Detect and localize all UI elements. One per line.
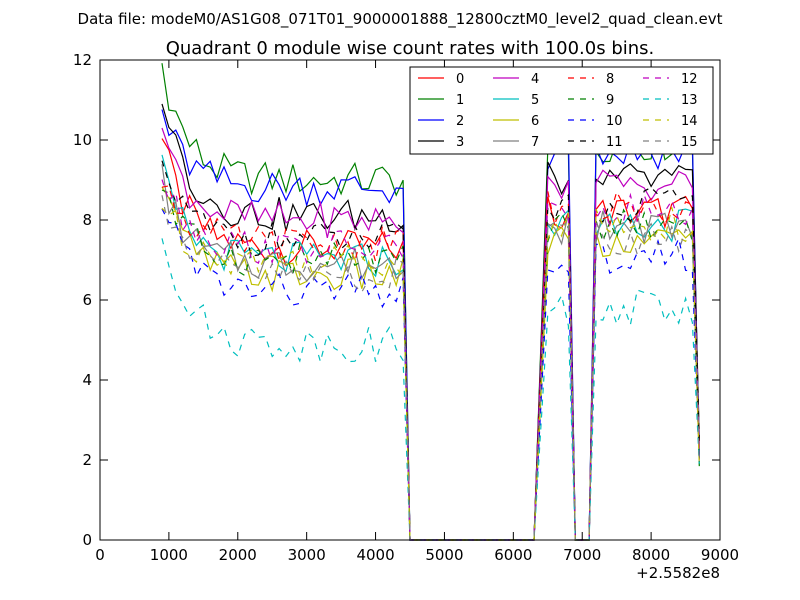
series-line-9: [161, 189, 700, 541]
y-tick-label: 12: [73, 51, 92, 69]
legend-label-14: 14: [681, 114, 698, 129]
chart-title: Quadrant 0 module wise count rates with …: [166, 38, 655, 59]
y-tick-label: 0: [82, 531, 92, 549]
x-offset-label: +2.5582e8: [636, 564, 720, 582]
legend-label-2: 2: [456, 114, 464, 129]
legend-label-11: 11: [606, 135, 623, 150]
figure-suptitle: Data file: modeM0/AS1G08_071T01_90000018…: [78, 10, 723, 29]
legend-label-7: 7: [531, 135, 539, 150]
series-line-2: [161, 109, 700, 541]
x-tick-label: 1000: [150, 546, 188, 564]
x-tick-label: 0: [95, 546, 105, 564]
y-tick-label: 6: [82, 291, 92, 309]
series-line-8: [161, 185, 700, 541]
legend-label-15: 15: [681, 135, 698, 150]
legend-box: [409, 66, 714, 155]
legend-label-1: 1: [456, 93, 464, 108]
legend-label-13: 13: [681, 93, 698, 108]
x-tick-label: 6000: [494, 546, 532, 564]
legend-label-8: 8: [606, 72, 614, 87]
x-tick-label: 4000: [356, 546, 394, 564]
y-tick-label: 4: [82, 371, 92, 389]
x-tick-label: 7000: [563, 546, 601, 564]
y-tick-label: 2: [82, 451, 92, 469]
legend-label-4: 4: [531, 72, 539, 87]
series-line-3: [161, 103, 700, 541]
y-tick-label: 10: [73, 131, 92, 149]
series-line-12: [161, 179, 700, 541]
plot-area: [161, 63, 700, 541]
legend-label-6: 6: [531, 114, 539, 129]
legend-label-0: 0: [456, 72, 464, 87]
legend-label-9: 9: [606, 93, 614, 108]
legend-label-5: 5: [531, 93, 539, 108]
series-line-11: [161, 160, 700, 541]
y-tick-label: 8: [82, 211, 92, 229]
x-tick-label: 3000: [288, 546, 326, 564]
x-tick-label: 5000: [425, 546, 463, 564]
x-tick-label: 8000: [632, 546, 670, 564]
legend-label-3: 3: [456, 135, 464, 150]
x-tick-label: 2000: [219, 546, 257, 564]
x-tick-label: 9000: [701, 546, 739, 564]
axis-ticks: 0 1000 2000 3000 4000 5000 6000 7000 8000 9000 0 2 4…: [73, 51, 739, 564]
series-line-0: [161, 138, 700, 541]
series-line-14: [161, 207, 700, 541]
legend-label-10: 10: [606, 114, 623, 129]
legend-label-12: 12: [681, 72, 698, 87]
series-line-10: [161, 208, 700, 541]
series-line-13: [161, 238, 700, 541]
series-line-4: [161, 127, 700, 541]
series-line-15: [161, 195, 700, 541]
